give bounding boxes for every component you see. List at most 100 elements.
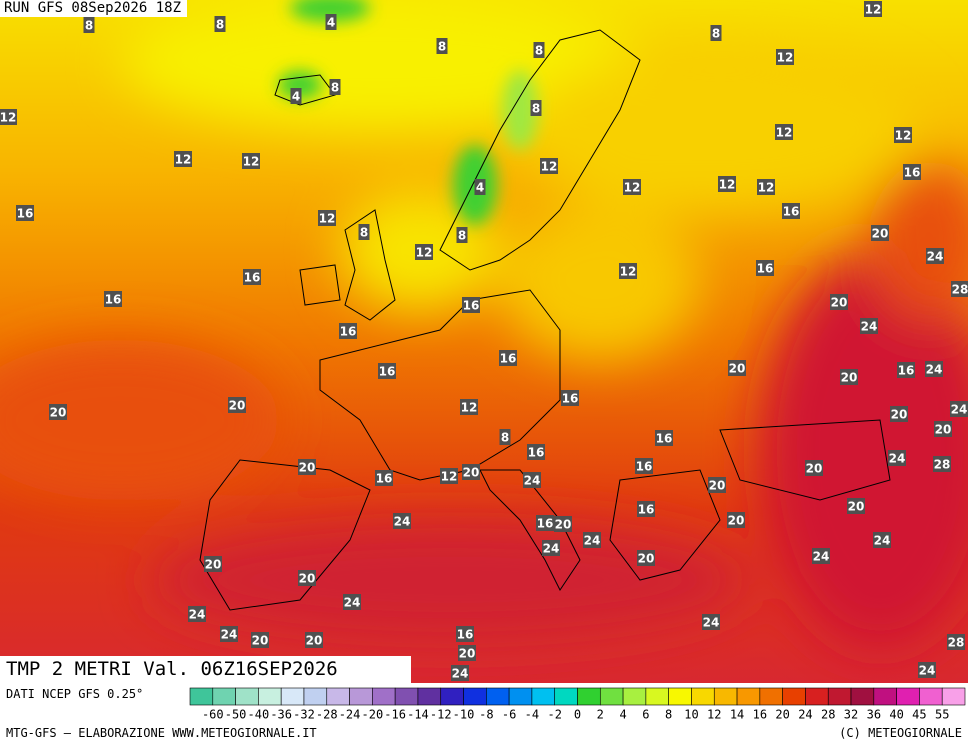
temperature-label: 12 — [243, 155, 260, 169]
label-box — [635, 458, 653, 474]
temperature-label: 12 — [319, 212, 336, 226]
legend-swatch — [554, 687, 578, 706]
legend-swatch — [235, 687, 259, 706]
label-box — [290, 88, 302, 104]
legend-swatch — [599, 687, 624, 706]
label-box — [619, 263, 637, 279]
temperature-label: 12 — [0, 111, 16, 125]
label-box — [903, 164, 921, 180]
legend-swatch — [394, 687, 419, 706]
label-box — [873, 532, 891, 548]
temperature-label: 12 — [777, 51, 794, 65]
run-label: RUN GFS 08Sep2026 18Z — [0, 0, 188, 17]
label-box — [775, 124, 793, 140]
legend-label: 24 — [798, 708, 812, 722]
legend-swatch — [440, 687, 464, 706]
label-box — [727, 512, 745, 528]
label-box — [925, 361, 943, 377]
temperature-label: 16 — [463, 299, 480, 313]
temperature-label: 24 — [394, 515, 411, 529]
legend-swatch — [189, 687, 214, 706]
temperature-label: 20 — [229, 399, 246, 413]
label-box — [305, 632, 323, 648]
temperature-label: 12 — [865, 3, 882, 17]
legend-label: -16 — [384, 708, 406, 722]
legend-label: -10 — [453, 708, 475, 722]
label-box — [104, 291, 122, 307]
label-box — [527, 444, 545, 460]
label-box — [533, 42, 545, 58]
label-box — [536, 515, 554, 531]
label-box — [318, 210, 336, 226]
legend-swatch — [919, 687, 943, 706]
legend-label: -50 — [225, 708, 247, 722]
label-box — [918, 662, 936, 678]
label-box — [204, 556, 222, 572]
temperature-label: 16 — [904, 166, 921, 180]
temperature-label: 24 — [813, 550, 830, 564]
temperature-label: 12 — [719, 178, 736, 192]
temperature-label: 16 — [379, 365, 396, 379]
temperature-label: 12 — [175, 153, 192, 167]
legend-label: 4 — [619, 708, 626, 722]
label-box — [950, 401, 968, 417]
temperature-label: 24 — [889, 452, 906, 466]
label-box — [378, 363, 396, 379]
coastlines — [199, 29, 891, 611]
temperature-label: 24 — [221, 628, 238, 642]
label-box — [298, 570, 316, 586]
legend-swatch — [417, 687, 442, 706]
label-box — [440, 468, 458, 484]
label-box — [947, 634, 965, 650]
legend-swatch — [349, 687, 373, 706]
label-box — [343, 594, 361, 610]
temperature-label: 16 — [528, 446, 545, 460]
label-box — [462, 464, 480, 480]
temperature-label: 20 — [463, 466, 480, 480]
temperature-label: 24 — [919, 664, 936, 678]
temperature-label: 4 — [327, 16, 335, 30]
temperature-label: 20 — [848, 500, 865, 514]
legend-swatch — [577, 687, 601, 706]
legend-swatch — [486, 687, 510, 706]
temperature-label: 20 — [299, 461, 316, 475]
legend-swatch — [622, 687, 647, 706]
temperature-label: 8 — [532, 102, 540, 116]
legend-label: 8 — [665, 708, 672, 722]
temperature-label: 16 — [105, 293, 122, 307]
temperature-label: 12 — [758, 181, 775, 195]
temperature-label: 24 — [703, 616, 720, 630]
label-box — [474, 179, 486, 195]
label-box — [782, 203, 800, 219]
label-box — [934, 421, 952, 437]
label-box — [339, 323, 357, 339]
temperature-label: 20 — [252, 634, 269, 648]
legend-label: -28 — [316, 708, 338, 722]
label-box — [16, 205, 34, 221]
label-box — [847, 498, 865, 514]
temperature-label: 12 — [461, 401, 478, 415]
label-box — [637, 501, 655, 517]
legend-swatch — [759, 687, 783, 706]
temperature-label: 20 — [709, 479, 726, 493]
label-box — [242, 153, 260, 169]
temperature-label: 24 — [951, 403, 968, 417]
temperature-label: 16 — [244, 271, 261, 285]
label-box — [655, 430, 673, 446]
temperature-label: 16 — [340, 325, 357, 339]
legend-swatch — [372, 687, 396, 706]
label-box — [894, 127, 912, 143]
legend-label: -8 — [479, 708, 493, 722]
label-box — [329, 79, 341, 95]
legend-swatch — [782, 687, 806, 706]
legend-swatch — [303, 687, 328, 706]
legend-label: 32 — [844, 708, 858, 722]
legend-label: 45 — [912, 708, 926, 722]
temperature-label: 16 — [457, 628, 474, 642]
temperature-label: 20 — [205, 558, 222, 572]
label-box — [718, 176, 736, 192]
legend-swatch — [668, 687, 692, 706]
temperature-label: 24 — [452, 667, 469, 681]
